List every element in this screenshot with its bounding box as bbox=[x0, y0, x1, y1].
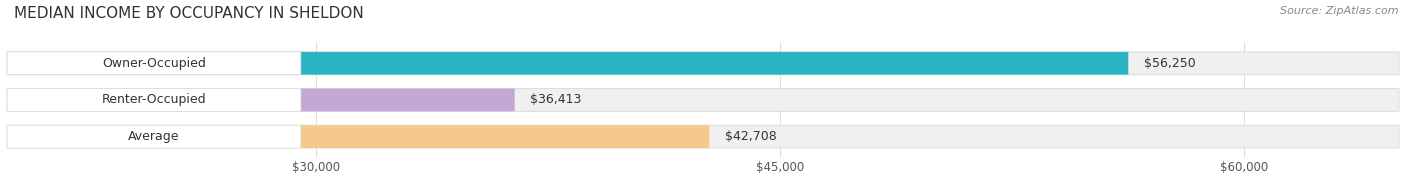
FancyBboxPatch shape bbox=[7, 125, 1399, 148]
Text: $42,708: $42,708 bbox=[725, 130, 776, 143]
FancyBboxPatch shape bbox=[7, 52, 301, 75]
Text: Renter-Occupied: Renter-Occupied bbox=[101, 93, 207, 106]
Text: Source: ZipAtlas.com: Source: ZipAtlas.com bbox=[1281, 6, 1399, 16]
Text: $36,413: $36,413 bbox=[530, 93, 582, 106]
FancyBboxPatch shape bbox=[7, 89, 515, 111]
FancyBboxPatch shape bbox=[7, 52, 1128, 75]
FancyBboxPatch shape bbox=[7, 125, 301, 148]
FancyBboxPatch shape bbox=[7, 89, 1399, 111]
FancyBboxPatch shape bbox=[7, 125, 710, 148]
Text: Average: Average bbox=[128, 130, 180, 143]
FancyBboxPatch shape bbox=[7, 52, 1399, 75]
FancyBboxPatch shape bbox=[7, 89, 301, 111]
Text: $56,250: $56,250 bbox=[1144, 57, 1195, 70]
Text: MEDIAN INCOME BY OCCUPANCY IN SHELDON: MEDIAN INCOME BY OCCUPANCY IN SHELDON bbox=[14, 6, 364, 21]
Text: Owner-Occupied: Owner-Occupied bbox=[103, 57, 205, 70]
